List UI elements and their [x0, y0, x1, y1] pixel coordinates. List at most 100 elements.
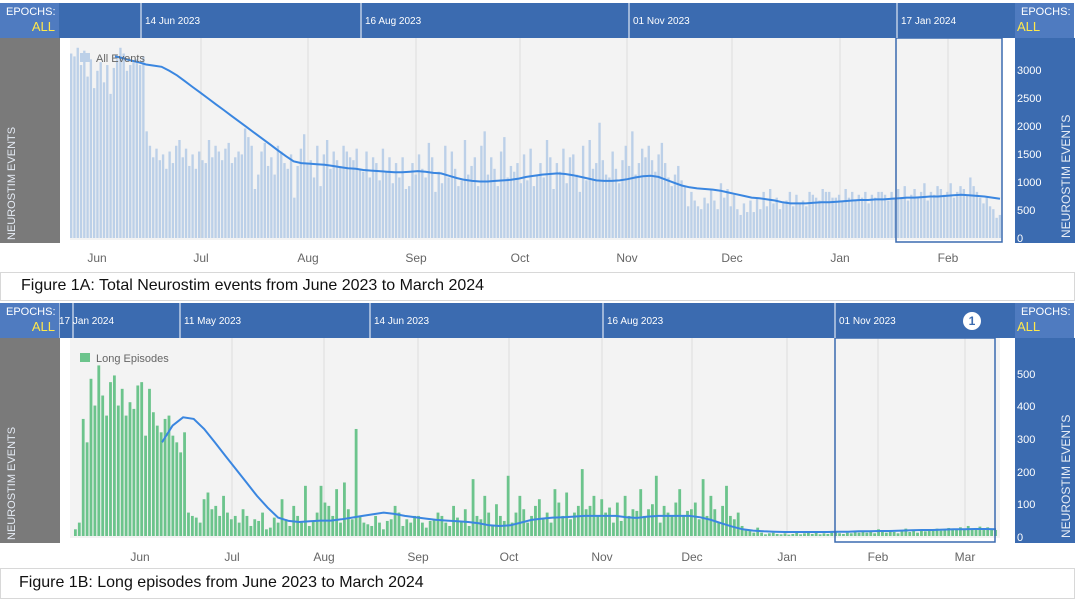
bar — [74, 529, 77, 536]
badge: 1 — [963, 312, 981, 330]
y-tick-label: 2500 — [1017, 93, 1041, 105]
bar — [198, 522, 202, 536]
bar — [457, 186, 460, 238]
bar — [224, 148, 227, 238]
bar — [537, 499, 541, 536]
bar — [401, 157, 404, 238]
bar — [493, 168, 496, 238]
bar — [670, 186, 673, 238]
bar — [183, 432, 186, 536]
x-tick-label: Jun — [87, 251, 106, 265]
bar — [444, 145, 447, 238]
bar — [411, 163, 414, 238]
bar — [641, 148, 644, 238]
y-tick-label: 200 — [1017, 467, 1035, 479]
epoch-timeline-bar[interactable]: 14 Jun 2023 16 Aug 2023 01 Nov 2023 17 Jan … — [59, 3, 1015, 38]
bar — [201, 160, 204, 238]
bar — [662, 505, 666, 536]
bar — [124, 415, 128, 536]
bar — [460, 180, 463, 238]
bar — [657, 154, 660, 238]
x-tick-label: Dec — [721, 251, 742, 265]
bar — [96, 70, 99, 238]
bar — [788, 191, 792, 238]
bar — [982, 203, 985, 238]
epochs-value: ALL — [1017, 319, 1041, 334]
bar — [806, 531, 810, 536]
bar — [240, 154, 244, 238]
bar — [273, 174, 276, 238]
bar — [729, 206, 732, 238]
bar — [654, 171, 657, 238]
bar — [335, 489, 339, 536]
epochs-selector-right[interactable]: EPOCHS: ALL — [1015, 3, 1074, 38]
bar — [936, 186, 939, 238]
bar — [342, 145, 345, 238]
bar — [237, 151, 240, 238]
bar — [847, 197, 851, 238]
bar — [280, 499, 284, 536]
bar — [440, 515, 444, 536]
bar — [959, 186, 962, 238]
bar — [736, 209, 739, 238]
bar — [526, 180, 529, 238]
bar — [175, 442, 179, 536]
bar — [112, 67, 116, 238]
bar — [682, 515, 686, 536]
bar — [85, 442, 89, 536]
x-tick-label: Dec — [681, 550, 702, 564]
epochs-selector-left[interactable]: EPOCHS: ALL — [0, 3, 59, 38]
bar — [705, 515, 709, 536]
epochs-label: EPOCHS: — [1021, 306, 1071, 318]
bar — [122, 53, 125, 238]
bar — [939, 530, 943, 536]
bar — [772, 203, 775, 238]
bar — [721, 505, 724, 536]
bar — [870, 194, 874, 238]
x-tick-label: Jun — [130, 550, 149, 564]
bar — [873, 533, 877, 536]
bar — [904, 528, 908, 536]
bar — [759, 209, 762, 238]
bar — [555, 163, 559, 238]
bar — [272, 517, 276, 536]
bar — [437, 171, 440, 238]
bar — [837, 194, 841, 238]
bar — [456, 517, 459, 536]
bar — [916, 532, 919, 536]
bar — [102, 82, 106, 238]
epochs-selector-right-b[interactable]: EPOCHS: ALL — [1015, 303, 1074, 338]
bar — [375, 163, 378, 238]
bar — [647, 509, 650, 536]
bar — [647, 145, 650, 238]
legend-swatch — [80, 353, 90, 362]
bar — [842, 533, 845, 536]
bar — [331, 515, 335, 536]
bar — [152, 157, 155, 238]
bar — [142, 56, 145, 238]
bar — [214, 145, 217, 238]
bar — [266, 165, 270, 238]
bar — [519, 183, 522, 238]
bar — [467, 174, 470, 238]
bar — [803, 533, 806, 536]
epochs-selector-left-b[interactable]: EPOCHS: ALL — [0, 303, 59, 338]
bar — [260, 151, 263, 238]
bar — [791, 206, 795, 238]
bar — [562, 148, 565, 238]
y-tick-label: 2000 — [1017, 121, 1041, 133]
bar — [942, 194, 946, 238]
bar — [818, 200, 821, 238]
bar — [927, 529, 931, 536]
bar — [211, 157, 214, 238]
bar — [354, 428, 358, 536]
epoch-timeline-bar-b[interactable]: 11 May 2023 14 Jun 2023 16 Aug 2023 01 Nov … — [58, 303, 1015, 338]
bar — [179, 452, 183, 536]
y-axis-label-right: NEUROSTIM EVENTS — [1059, 114, 1073, 238]
bar — [979, 197, 982, 238]
bar — [767, 533, 771, 536]
bar — [686, 510, 689, 536]
bar — [350, 519, 354, 536]
bar — [923, 183, 926, 238]
bar — [706, 203, 710, 238]
